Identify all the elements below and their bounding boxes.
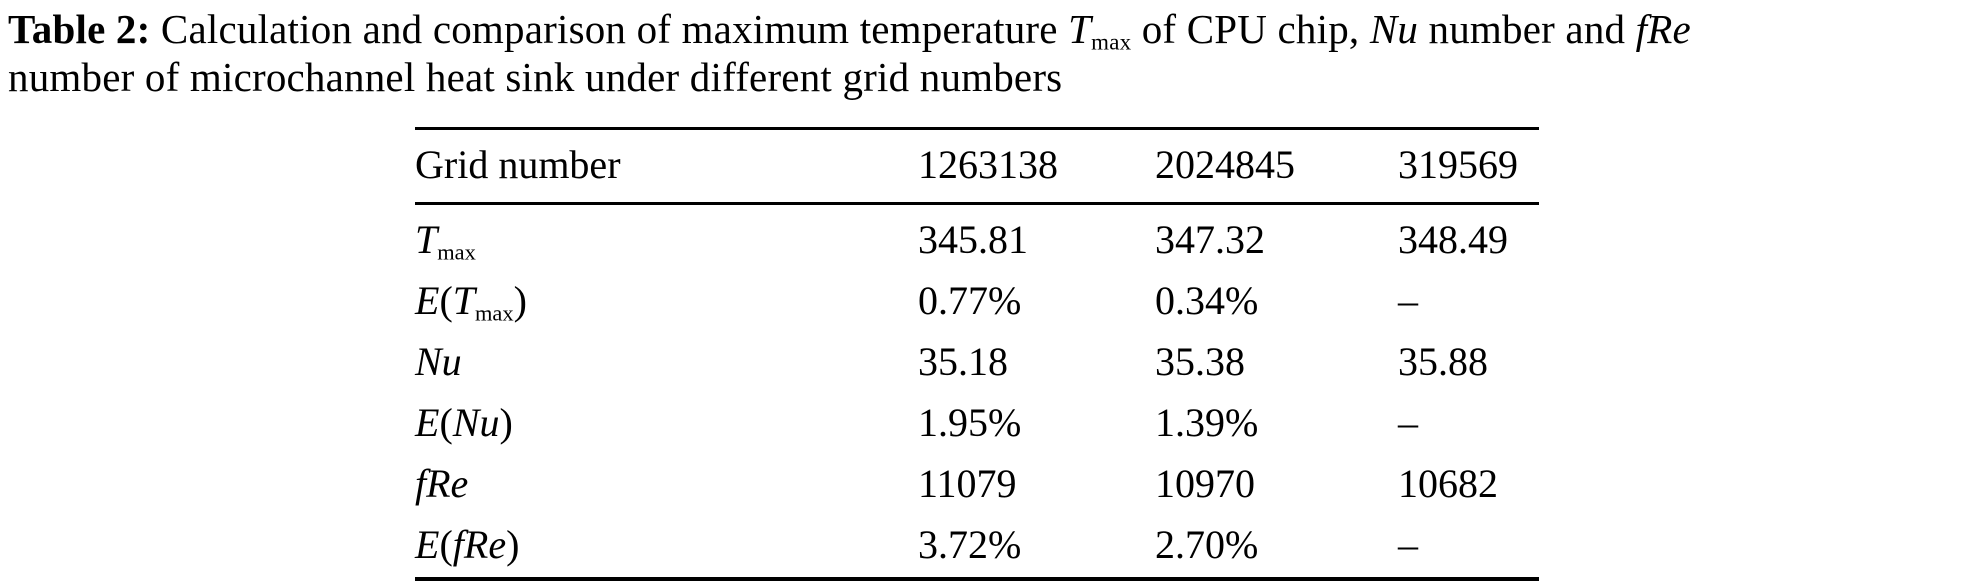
caption-segment: number and xyxy=(1418,6,1636,52)
table-caption: Table 2: Calculation and comparison of m… xyxy=(0,0,1962,101)
cell-value: 1.39% xyxy=(1155,400,1259,446)
row-label: Nu xyxy=(415,333,918,394)
paren-open: ( xyxy=(439,522,453,568)
math-fre: fRe xyxy=(452,522,507,568)
paren-close: ) xyxy=(513,278,527,324)
cell-value: 10682 xyxy=(1398,461,1498,507)
math-nu: Nu xyxy=(415,339,462,385)
cell-value: – xyxy=(1398,400,1418,446)
caption-segment: Calculation and comparison of maximum te… xyxy=(150,6,1069,52)
table-header-row: Grid number 1263138 2024845 319569 xyxy=(415,128,1539,206)
cell-value: 11079 xyxy=(918,461,1017,507)
cell-value: 347.32 xyxy=(1155,217,1265,263)
caption-segment: of CPU chip, xyxy=(1131,6,1370,52)
row-label: fRe xyxy=(415,455,918,516)
subscript-max: max xyxy=(437,239,476,265)
cell-value: 2.70% xyxy=(1155,522,1259,568)
math-t: T xyxy=(415,217,438,263)
paren-open: ( xyxy=(439,278,453,324)
row-label: E(fRe) xyxy=(415,516,918,579)
row-label: Tmax xyxy=(415,204,918,273)
math-e: E xyxy=(415,278,440,324)
math-e: E xyxy=(415,400,440,446)
cell-value: 0.34% xyxy=(1155,278,1259,324)
cell-value: 0.77% xyxy=(918,278,1022,324)
table-row-fre: fRe 11079 10970 10682 xyxy=(415,455,1539,516)
cell-value: – xyxy=(1398,522,1418,568)
cell-value: 35.38 xyxy=(1155,339,1245,385)
table-row-e-tmax: E(Tmax) 0.77% 0.34% – xyxy=(415,272,1539,333)
cell-value: 3.72% xyxy=(918,522,1022,568)
cell-value: 345.81 xyxy=(918,217,1028,263)
column-header: 1263138 xyxy=(918,128,1155,206)
math-fre: fRe xyxy=(415,461,469,507)
row-label: E(Nu) xyxy=(415,394,918,455)
math-e: E xyxy=(415,522,440,568)
caption-math-nu: Nu xyxy=(1369,6,1419,52)
paren-open: ( xyxy=(439,400,453,446)
cell-value: 348.49 xyxy=(1398,217,1508,263)
table-row-tmax: Tmax 345.81 347.32 348.49 xyxy=(415,204,1539,273)
header-grid-number: Grid number xyxy=(415,128,918,206)
caption-math-tmax: T xyxy=(1068,6,1092,52)
paren-close: ) xyxy=(499,400,513,446)
subscript-max: max xyxy=(475,300,514,326)
math-t: T xyxy=(452,278,476,324)
table-row-nu: Nu 35.18 35.38 35.88 xyxy=(415,333,1539,394)
column-header: 319569 xyxy=(1398,128,1539,206)
table-row-e-nu: E(Nu) 1.95% 1.39% – xyxy=(415,394,1539,455)
paren-close: ) xyxy=(506,522,520,568)
column-header: 2024845 xyxy=(1155,128,1398,206)
caption-table-label: Table 2: xyxy=(8,6,151,52)
math-nu: Nu xyxy=(452,400,500,446)
cell-value: 35.88 xyxy=(1398,339,1488,385)
caption-subscript-max: max xyxy=(1091,29,1132,55)
row-label: E(Tmax) xyxy=(415,272,918,333)
cell-value: – xyxy=(1398,278,1418,324)
grid-independence-table: Grid number 1263138 2024845 319569 Tmax … xyxy=(415,127,1539,582)
cell-value: 1.95% xyxy=(918,400,1022,446)
cell-value: 35.18 xyxy=(918,339,1008,385)
caption-segment: number of microchannel heat sink under d… xyxy=(8,53,1063,100)
cell-value: 10970 xyxy=(1155,461,1255,507)
caption-math-fre: fRe xyxy=(1635,6,1691,52)
table-row-e-fre: E(fRe) 3.72% 2.70% – xyxy=(415,516,1539,579)
